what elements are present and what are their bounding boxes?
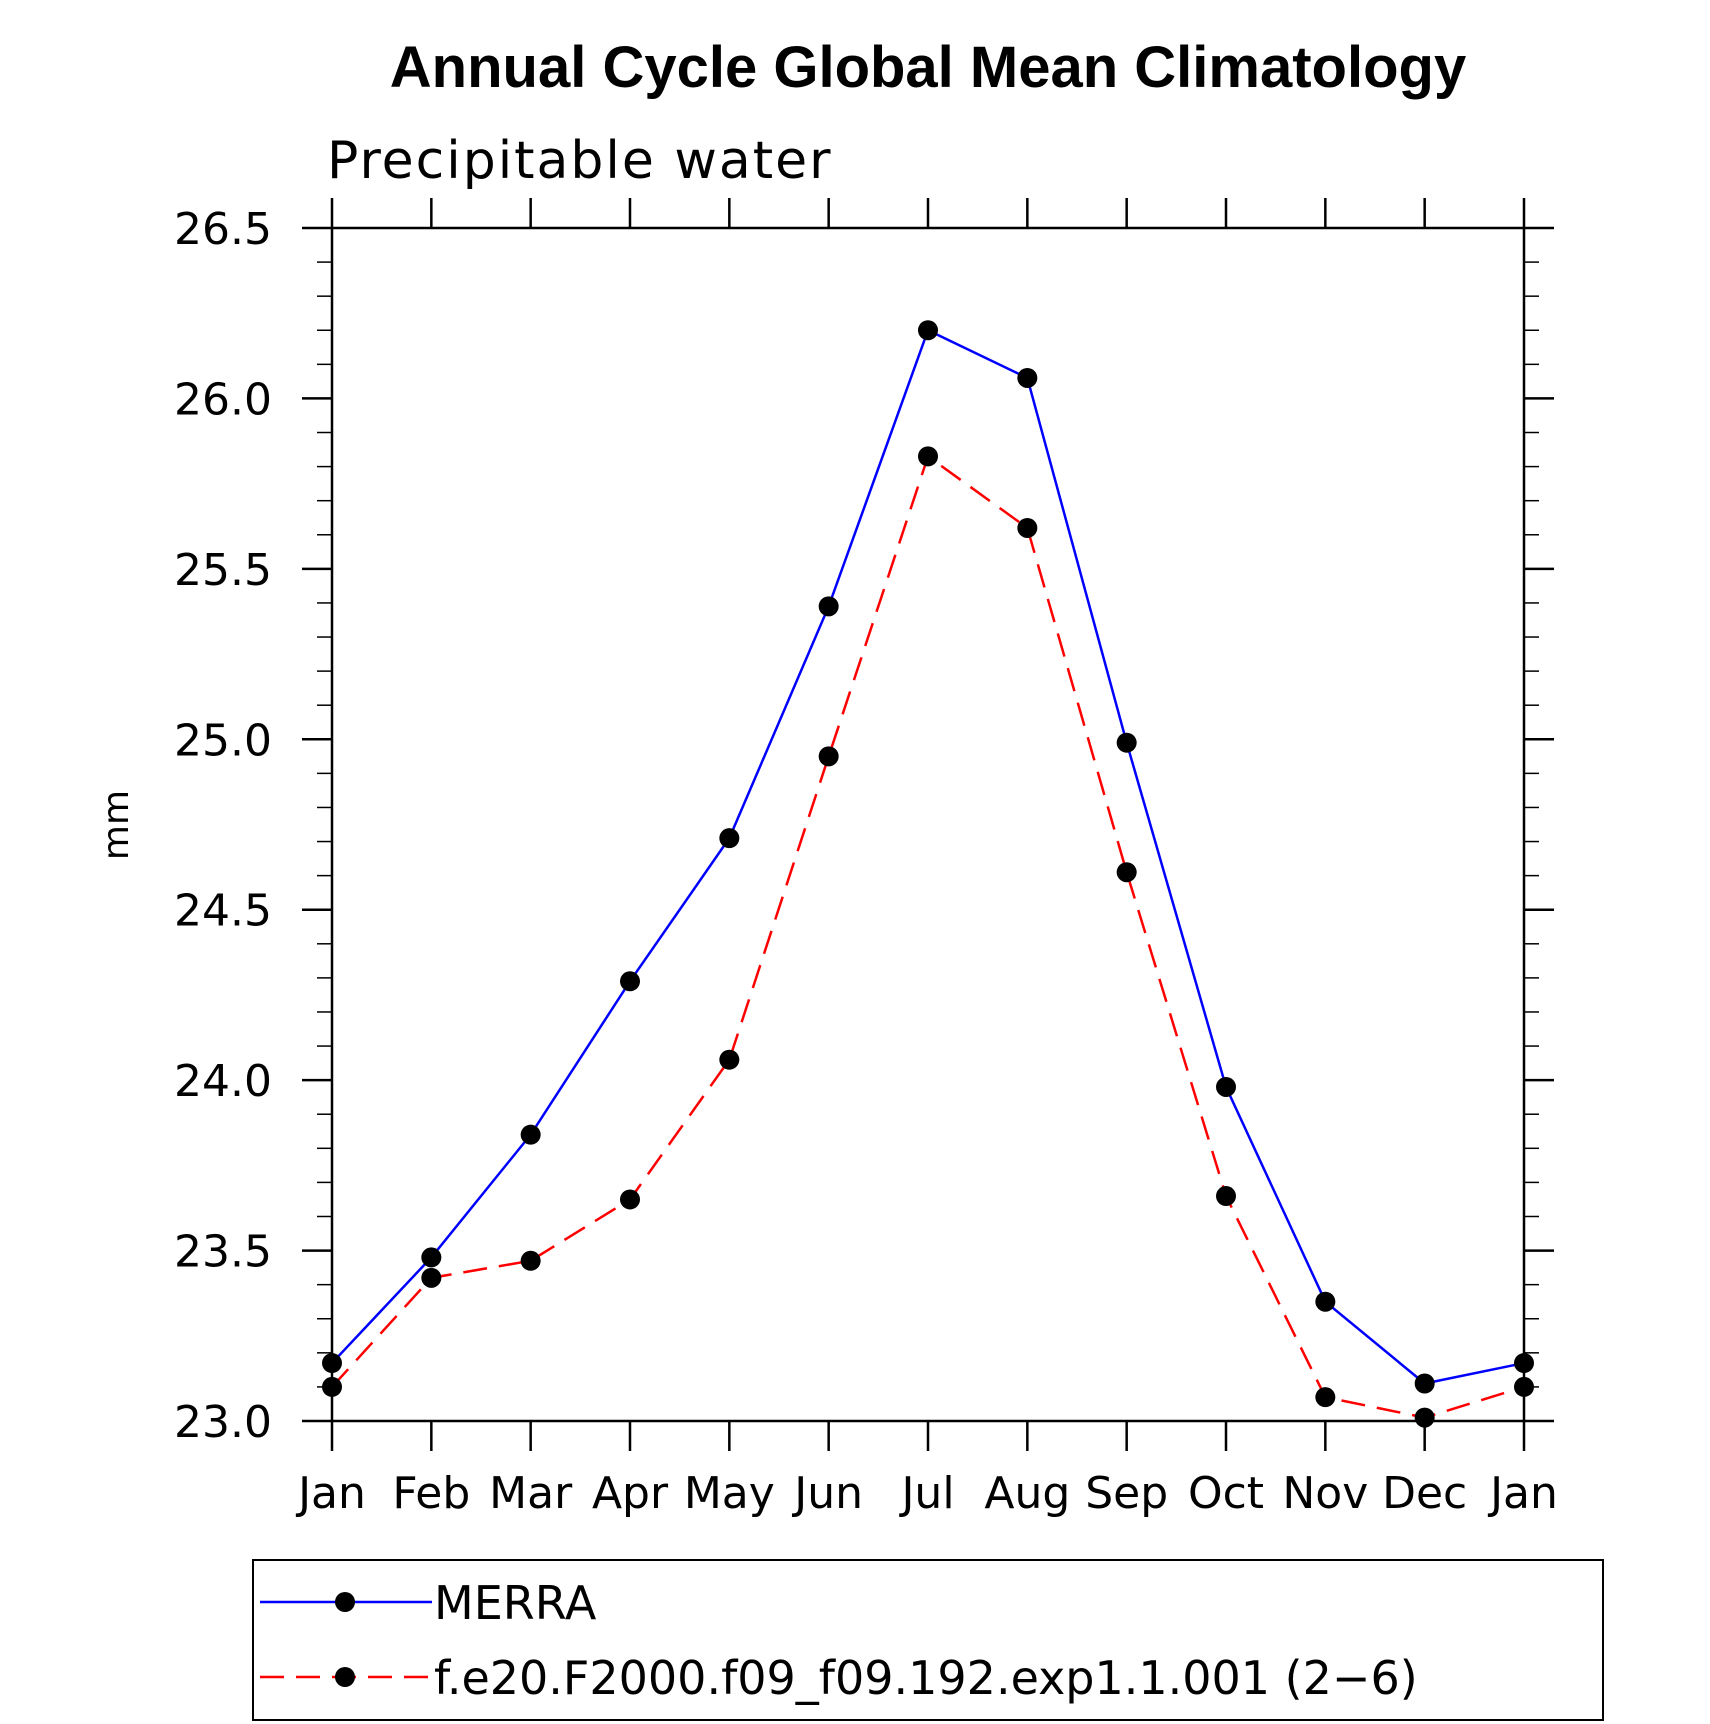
- data-point-model: [719, 1049, 740, 1070]
- data-point-model: [620, 1189, 640, 1210]
- data-point-model: [1414, 1407, 1435, 1428]
- data-point-merra: [620, 971, 640, 992]
- y-tick-label: 25.0: [174, 715, 272, 766]
- chart-title: Annual Cycle Global Mean Climatology: [390, 35, 1466, 100]
- data-point-model: [818, 746, 839, 767]
- data-point-merra: [719, 828, 740, 849]
- legend-model-label: f.e20.F2000.f09_f09.192.exp1.1.001 (2−6): [434, 1651, 1418, 1705]
- data-point-merra: [818, 596, 839, 617]
- axis-ticks: [302, 198, 1554, 1451]
- x-tick-label: Jun: [791, 1468, 863, 1519]
- data-point-model: [421, 1267, 442, 1288]
- x-tick-label: Aug: [984, 1468, 1070, 1519]
- x-tick-label: Jan: [295, 1468, 366, 1519]
- data-point-merra: [1216, 1076, 1236, 1097]
- series-line-model: [331, 454, 1525, 1419]
- y-tick-label: 23.0: [174, 1397, 272, 1448]
- data-point-model: [1514, 1376, 1534, 1397]
- data-point-model: [1116, 862, 1137, 883]
- x-tick-label: Nov: [1282, 1468, 1368, 1519]
- data-point-merra: [1315, 1291, 1336, 1312]
- x-tick-label: Sep: [1085, 1468, 1168, 1519]
- x-tick-label: May: [684, 1468, 775, 1519]
- legend-merra-marker: [335, 1592, 355, 1612]
- data-point-merra: [1017, 367, 1038, 388]
- chart-subtitle: Precipitable water: [327, 131, 833, 191]
- y-tick-label: 24.0: [174, 1056, 272, 1107]
- data-point-merra: [1514, 1353, 1534, 1374]
- y-tick-labels: 23.0 23.5 24.0 24.5 25.0 25.5 26.0 26.5: [174, 204, 272, 1448]
- x-tick-label: Mar: [489, 1468, 573, 1519]
- data-point-model: [1315, 1387, 1336, 1408]
- data-point-merra: [421, 1247, 442, 1268]
- x-tick-labels: Jan Feb Mar Apr May Jun Jul Aug Sep Oct Nov Dec Jan: [295, 1468, 1558, 1519]
- data-point-merra: [520, 1124, 541, 1145]
- data-point-model: [322, 1376, 342, 1397]
- data-point-model: [1216, 1186, 1236, 1207]
- series-group: [322, 320, 1534, 1428]
- x-tick-label: Oct: [1188, 1468, 1264, 1519]
- y-tick-label: 23.5: [174, 1227, 272, 1278]
- data-point-merra: [1116, 732, 1137, 753]
- series-line-merra: [331, 328, 1525, 1385]
- x-tick-label: Jul: [898, 1468, 954, 1519]
- plot-frame: [330, 226, 1526, 1423]
- x-tick-label: Jan: [1487, 1468, 1558, 1519]
- x-tick-label: Feb: [392, 1468, 470, 1519]
- y-tick-label: 25.5: [174, 545, 272, 596]
- legend-model-marker: [335, 1667, 355, 1687]
- y-tick-label: 24.5: [174, 886, 272, 937]
- data-point-model: [918, 446, 938, 467]
- legend-item-merra: MERRA: [260, 1576, 597, 1630]
- data-point-merra: [1414, 1373, 1435, 1394]
- legend-item-model: f.e20.F2000.f09_f09.192.exp1.1.001 (2−6): [260, 1651, 1418, 1705]
- y-tick-label: 26.0: [174, 374, 272, 425]
- data-point-merra: [918, 320, 938, 341]
- data-point-merra: [322, 1353, 342, 1374]
- y-tick-label: 26.5: [174, 204, 272, 255]
- legend-merra-label: MERRA: [434, 1576, 597, 1630]
- legend-box: [252, 1559, 1604, 1721]
- data-point-model: [1017, 517, 1038, 538]
- data-point-model: [520, 1250, 541, 1271]
- x-tick-label: Apr: [592, 1468, 669, 1519]
- y-axis-label: mm: [96, 790, 137, 860]
- x-tick-label: Dec: [1382, 1468, 1467, 1519]
